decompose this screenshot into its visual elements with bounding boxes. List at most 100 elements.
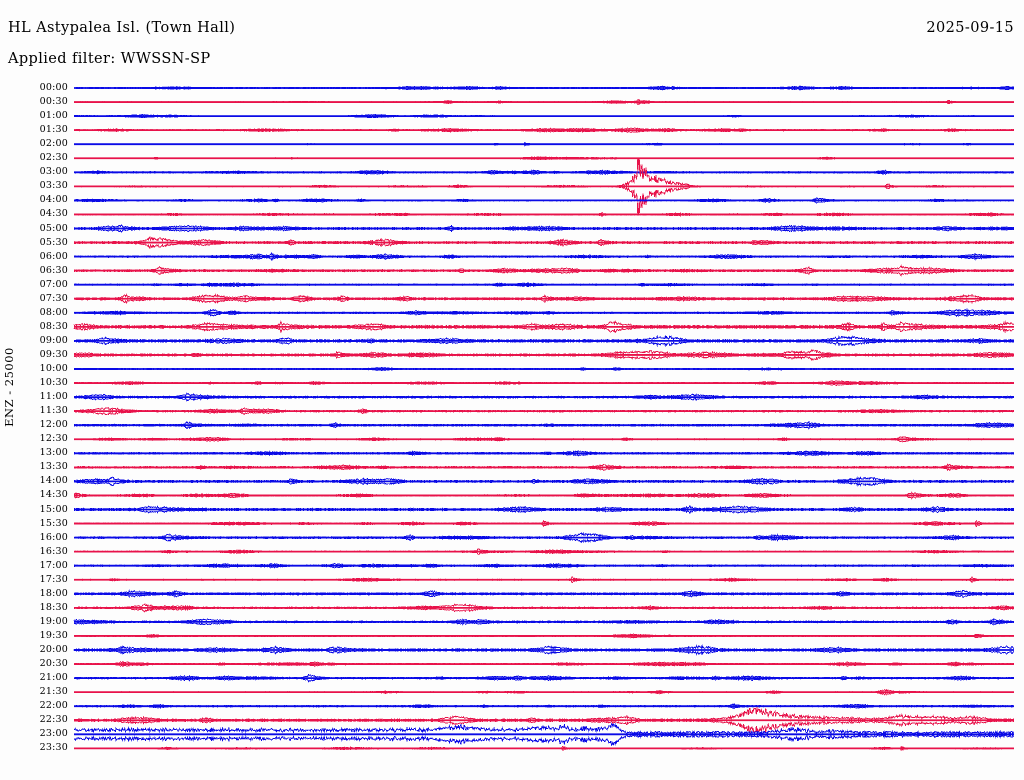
trace-envelope	[74, 673, 1015, 679]
time-label: 03:30	[39, 180, 68, 192]
time-label: 16:00	[39, 531, 68, 543]
trace-row	[73, 519, 1015, 528]
trace-envelope	[73, 382, 1015, 386]
applied-filter-label: Applied filter: WWSSN-SP	[8, 51, 211, 67]
trace-row	[73, 85, 1015, 91]
trace-row	[73, 576, 1015, 584]
trace-envelope	[73, 312, 1015, 318]
time-label: 14:00	[39, 475, 68, 487]
trace-envelope	[73, 537, 1015, 544]
trace-row	[73, 618, 1015, 626]
trace-envelope	[73, 199, 1014, 204]
time-label: 01:00	[39, 110, 68, 122]
trace-row	[73, 420, 1015, 431]
time-label: 18:30	[39, 601, 68, 613]
trace-row	[73, 688, 1015, 696]
time-label: 10:30	[39, 377, 68, 389]
trace-envelope	[73, 320, 1015, 328]
trace-envelope	[73, 410, 1015, 416]
trace-row	[73, 334, 1015, 348]
time-label: 10:00	[39, 363, 68, 374]
time-label: 19:00	[39, 615, 68, 627]
trace-envelope	[73, 607, 1015, 613]
time-label: 17:30	[39, 573, 68, 585]
trace-envelope	[73, 649, 1015, 656]
station-title: HL Astypalea Isl. (Town Hall)	[8, 20, 236, 36]
trace-row	[73, 407, 1015, 416]
trace-envelope	[73, 705, 1015, 710]
time-label: 09:30	[39, 348, 68, 360]
trace-envelope	[73, 282, 1015, 286]
trace-envelope	[73, 129, 1015, 134]
trace-row	[73, 504, 1015, 515]
trace-envelope	[73, 171, 1015, 175]
trace-envelope	[73, 495, 1015, 500]
trace-envelope	[73, 242, 1015, 249]
trace-envelope	[73, 227, 1015, 233]
trace-envelope	[73, 703, 1015, 707]
trace-row	[73, 169, 1015, 175]
time-label: 21:00	[39, 672, 68, 684]
time-label: 13:00	[39, 447, 68, 459]
trace-envelope	[74, 548, 1015, 553]
trace-envelope	[73, 98, 1015, 103]
trace-envelope	[73, 491, 1015, 496]
time-label: 13:30	[39, 461, 68, 473]
trace-row	[74, 548, 1015, 556]
trace-envelope	[73, 236, 1015, 244]
time-label: 11:30	[39, 405, 68, 417]
trace-envelope	[73, 169, 1015, 173]
trace-envelope	[73, 449, 1015, 454]
trace-envelope	[73, 348, 1014, 356]
trace-envelope	[73, 368, 1015, 372]
trace-envelope	[73, 644, 1015, 651]
time-label: 15:00	[39, 503, 68, 515]
trace-envelope	[73, 326, 1015, 334]
trace-row	[73, 224, 1015, 233]
trace-envelope	[73, 101, 1015, 106]
trace-envelope	[74, 722, 1015, 736]
trace-envelope	[73, 256, 1015, 262]
time-label: 00:30	[39, 96, 68, 108]
trace-row	[73, 392, 1015, 402]
trace-row	[73, 252, 1015, 262]
trace-envelope	[73, 508, 1015, 515]
trace-envelope	[73, 438, 1015, 443]
time-label: 21:30	[39, 686, 68, 698]
trace-envelope	[73, 407, 1015, 412]
trace-row	[74, 673, 1015, 683]
trace-envelope	[74, 143, 1015, 147]
trace-envelope	[73, 519, 1015, 524]
trace-row	[74, 722, 1015, 747]
trace-envelope	[73, 565, 1015, 569]
time-label: 22:00	[39, 700, 68, 712]
trace-row	[73, 307, 1015, 318]
trace-envelope	[73, 579, 1015, 584]
trace-envelope	[73, 663, 1015, 668]
trace-envelope	[73, 424, 1015, 431]
trace-envelope	[73, 480, 1015, 487]
trace-envelope	[73, 224, 1015, 230]
trace-envelope	[73, 719, 1015, 734]
time-label: 17:00	[39, 559, 68, 571]
time-axis-labels: 00:00 00:30 01:00 01:30 02:00 02:30 03:00 03:30…	[20, 0, 68, 780]
trace-envelope	[73, 420, 1015, 426]
trace-envelope	[73, 466, 1015, 472]
trace-envelope	[73, 576, 1015, 581]
trace-envelope	[73, 688, 1015, 693]
time-label: 14:30	[39, 489, 68, 501]
time-label: 08:00	[39, 306, 68, 318]
trace-row	[73, 236, 1015, 249]
trace-envelope	[73, 747, 1015, 751]
trace-envelope	[73, 366, 1015, 370]
trace-row	[73, 703, 1015, 710]
trace-row	[73, 348, 1014, 362]
trace-envelope	[73, 264, 1015, 272]
trace-envelope	[73, 531, 1015, 539]
trace-row	[74, 156, 1015, 161]
time-label: 05:00	[39, 222, 68, 234]
trace-row	[74, 212, 1015, 217]
trace-envelope	[73, 127, 1015, 131]
trace-row	[73, 380, 1015, 386]
trace-envelope	[73, 252, 1015, 258]
